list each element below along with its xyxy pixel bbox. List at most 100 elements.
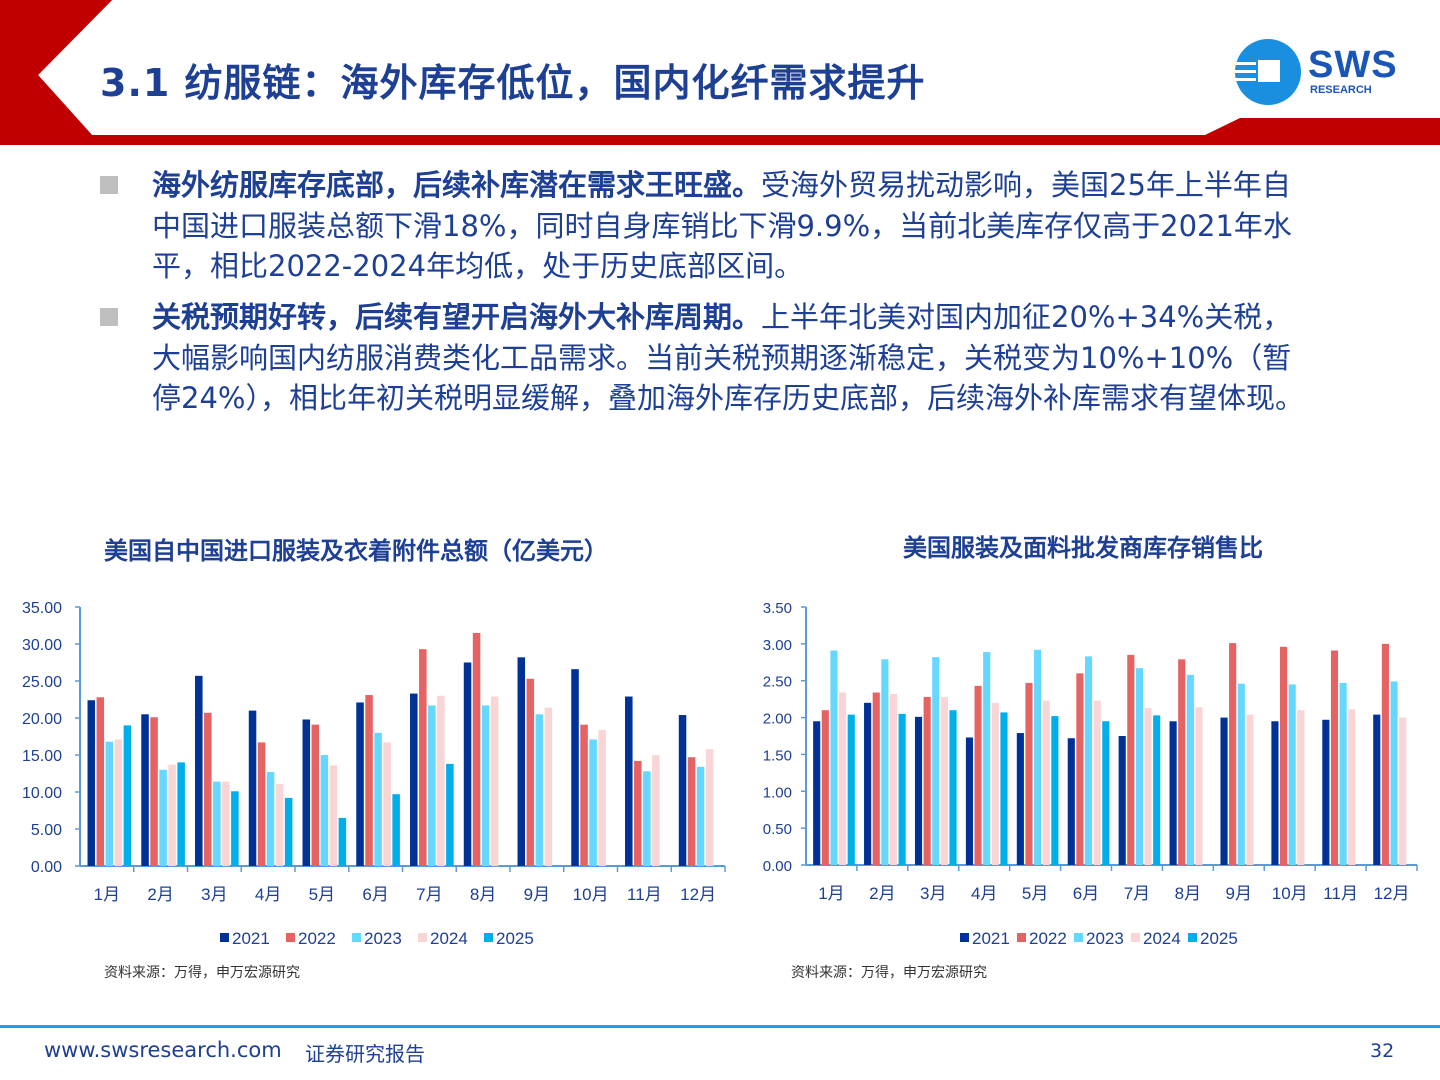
- bar-2025: [231, 791, 239, 866]
- bar-2024: [222, 781, 230, 866]
- bar-2023: [983, 651, 991, 865]
- bar-2024: [383, 742, 391, 866]
- x-tick-label: 11月: [627, 885, 662, 904]
- bar-2023: [1034, 649, 1042, 865]
- x-tick-label: 12月: [680, 885, 716, 904]
- bar-2025: [1000, 712, 1008, 865]
- legend-label: 2023: [364, 929, 402, 948]
- bar-2025: [898, 713, 906, 865]
- bar-2024: [839, 692, 847, 865]
- x-tick-label: 4月: [971, 884, 997, 903]
- legend-label: 2021: [232, 929, 270, 948]
- bar-2022: [365, 695, 373, 866]
- legend-label: 2024: [430, 929, 468, 948]
- bar-2024: [490, 696, 499, 866]
- bar-2025: [177, 762, 185, 866]
- bar-2023: [1084, 656, 1093, 865]
- bar-2025: [284, 797, 293, 866]
- bar-2021: [248, 710, 257, 866]
- bar-2021: [678, 715, 687, 866]
- bar-2024: [437, 695, 445, 866]
- bar-2024: [705, 749, 714, 866]
- bar-2022: [204, 712, 212, 866]
- bar-2022: [1330, 650, 1339, 865]
- bar-2021: [1118, 736, 1126, 865]
- bar-2025: [392, 794, 400, 866]
- legend-label: 2024: [1143, 929, 1181, 948]
- bar-2023: [589, 739, 597, 866]
- bar-2023: [320, 755, 329, 866]
- bar-2021: [302, 719, 311, 866]
- legend-label: 2025: [496, 929, 534, 948]
- bar-2023: [105, 741, 114, 866]
- bar-2024: [940, 696, 948, 865]
- bar-2022: [821, 710, 829, 865]
- x-tick-label: 9月: [1226, 884, 1252, 903]
- x-tick-label: 2月: [147, 885, 173, 904]
- x-tick-label: 8月: [1175, 884, 1201, 903]
- footer-label: 证券研究报告: [305, 1042, 425, 1066]
- bar-2023: [696, 766, 705, 866]
- chart-1-title: 美国自中国进口服装及衣着附件总额（亿美元）: [104, 537, 608, 565]
- legend-swatch-2023: [1074, 933, 1083, 942]
- y-tick-label: 2.00: [763, 711, 792, 728]
- bar-2025: [847, 714, 855, 865]
- bar-2024: [598, 729, 606, 866]
- y-tick-label: 0.00: [763, 858, 792, 875]
- bar-2024: [1195, 707, 1203, 865]
- bar-2022: [1178, 659, 1186, 865]
- y-tick-label: 35.00: [22, 600, 62, 617]
- y-tick-label: 5.00: [31, 822, 62, 839]
- page-number: 32: [1370, 1040, 1395, 1062]
- bar-2021: [463, 662, 472, 866]
- bar-2022: [257, 742, 266, 866]
- legend-label: 2021: [972, 929, 1010, 948]
- bar-2024: [889, 693, 898, 865]
- sws-logo-icon: [1232, 39, 1301, 105]
- bar-2024: [1348, 709, 1356, 865]
- chart-1-source: 资料来源：万得，申万宏源研究: [104, 965, 300, 981]
- bar-2024: [652, 755, 660, 866]
- bar-2022: [311, 724, 320, 866]
- bar-2021: [571, 669, 579, 866]
- x-tick-label: 11月: [1323, 884, 1358, 903]
- bar-2024: [544, 707, 553, 866]
- bar-2024: [1246, 714, 1254, 865]
- x-tick-label: 9月: [524, 885, 550, 904]
- bar-2023: [159, 769, 167, 866]
- bar-2021: [1373, 714, 1381, 865]
- bar-2023: [1237, 683, 1245, 865]
- bar-2021: [914, 716, 923, 865]
- x-tick-label: 12月: [1374, 884, 1410, 903]
- bar-2023: [932, 657, 940, 865]
- y-tick-label: 1.50: [763, 747, 792, 764]
- bar-2022: [1229, 643, 1237, 865]
- bar-2021: [517, 657, 526, 866]
- bar-2024: [275, 783, 284, 866]
- bar-2023: [1135, 668, 1144, 865]
- footer-url[interactable]: www.swsresearch.com: [44, 1038, 282, 1062]
- bar-2022: [150, 717, 158, 866]
- bullet-2: 关税预期好转，后续有望开启海外大补库周期。上半年北美对国内加征20%+34%关税…: [100, 297, 1315, 419]
- bar-2022: [1127, 654, 1135, 865]
- chart-2-title: 美国服装及面料批发商库存销售比: [903, 534, 1263, 562]
- bullet-2-bold: 关税预期好转，后续有望开启海外大补库周期。: [152, 300, 762, 334]
- bar-2022: [634, 760, 642, 866]
- bar-2022: [472, 632, 481, 866]
- x-tick-label: 1月: [94, 885, 120, 904]
- legend-swatch-2023: [352, 933, 361, 942]
- bullet-1-text: 受海外贸易扰动影响，美国25年上半年自中国进口服装总额下滑18%，同时自身库销比…: [152, 168, 1292, 283]
- bar-2021: [356, 702, 364, 866]
- y-tick-label: 2.50: [763, 674, 792, 691]
- bar-2024: [114, 739, 123, 866]
- bar-2022: [687, 757, 696, 866]
- y-tick-label: 0.50: [763, 821, 792, 838]
- bullet-1: 海外纺服库存底部，后续补库潜在需求王旺盛。受海外贸易扰动影响，美国25年上半年自…: [100, 165, 1315, 287]
- bar-2023: [1186, 674, 1194, 865]
- legend-swatch-2024: [1131, 933, 1140, 942]
- bar-2025: [1153, 715, 1161, 865]
- bar-2025: [338, 817, 347, 866]
- bar-2024: [991, 702, 999, 865]
- y-tick-label: 15.00: [22, 748, 62, 765]
- bar-2025: [446, 763, 454, 866]
